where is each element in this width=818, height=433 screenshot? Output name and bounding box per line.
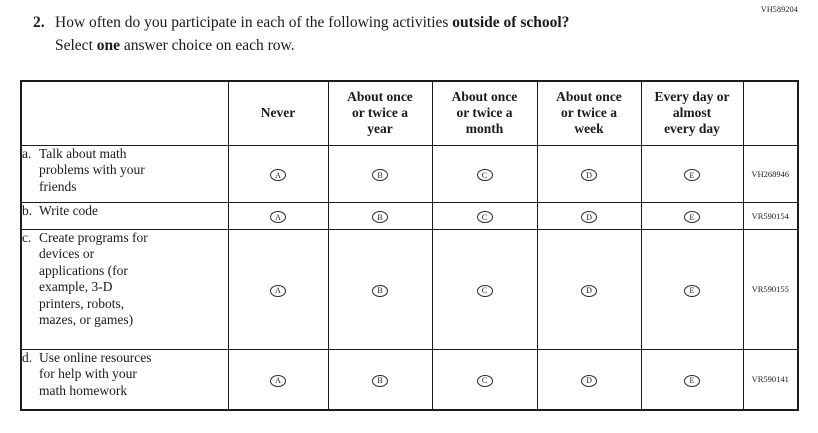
- row-code: VH268946: [742, 144, 799, 203]
- question-line-2: Select one answer choice on each row.: [55, 34, 753, 57]
- row-label-text: Create programs for devices or applicati…: [39, 229, 148, 328]
- option-bubble-b[interactable]: B: [372, 284, 388, 297]
- answer-cell: A: [227, 228, 329, 350]
- option-bubble-b[interactable]: B: [372, 374, 388, 387]
- option-bubble-d[interactable]: D: [581, 374, 597, 387]
- header-row: Never About once or twice a year About o…: [20, 80, 799, 146]
- table-row-a: a. Talk about math problems with your fr…: [20, 144, 799, 203]
- row-label-text: Talk about math problems with your frien…: [39, 145, 145, 194]
- row-code: VR590154: [742, 201, 799, 230]
- question-line2-bold: one: [96, 37, 120, 54]
- row-label-d: d. Use online resources for help with yo…: [20, 348, 229, 411]
- row-code: VR590155: [742, 228, 799, 350]
- answer-cell: A: [227, 144, 329, 203]
- option-bubble-a[interactable]: A: [270, 211, 286, 223]
- row-label-c: c. Create programs for devices or applic…: [20, 228, 229, 350]
- answer-cell: B: [327, 144, 433, 203]
- row-label-text: Use online resources for help with your …: [39, 349, 152, 398]
- header-code-cell: [742, 80, 799, 146]
- question-line1-bold: outside of school?: [452, 14, 570, 31]
- table-row-d: d. Use online resources for help with yo…: [20, 348, 799, 411]
- option-bubble-c[interactable]: C: [476, 169, 493, 181]
- option-bubble-a[interactable]: A: [270, 374, 286, 387]
- answer-grid: Never About once or twice a year About o…: [20, 80, 799, 411]
- answer-cell: D: [536, 348, 642, 411]
- row-marker: c.: [22, 229, 32, 245]
- answer-cell: D: [536, 144, 642, 203]
- option-bubble-e[interactable]: E: [684, 169, 700, 181]
- row-marker: b.: [22, 202, 33, 218]
- page-code: VH589204: [760, 5, 798, 14]
- question-number: 2.: [33, 14, 45, 31]
- row-label-b: b. Write code: [20, 201, 229, 230]
- answer-cell: A: [227, 201, 329, 230]
- question-text: How often do you participate in each of …: [55, 11, 753, 57]
- question-line2-pre: Select: [55, 37, 97, 54]
- answer-cell: A: [227, 348, 329, 411]
- row-code: VR590141: [742, 348, 799, 411]
- question-block: 2. How often do you participate in each …: [33, 11, 753, 57]
- answer-cell: B: [327, 228, 433, 350]
- row-label-a: a. Talk about math problems with your fr…: [20, 144, 229, 203]
- answer-cell: B: [327, 201, 433, 230]
- answer-cell: C: [431, 228, 538, 350]
- option-bubble-e[interactable]: E: [684, 374, 700, 387]
- row-label-text: Write code: [39, 202, 99, 218]
- answer-cell: B: [327, 348, 433, 411]
- option-bubble-d[interactable]: D: [581, 169, 597, 181]
- option-bubble-b[interactable]: B: [372, 169, 388, 181]
- option-bubble-e[interactable]: E: [684, 284, 700, 297]
- option-bubble-c[interactable]: C: [476, 284, 493, 297]
- answer-cell: E: [640, 348, 744, 411]
- option-bubble-d[interactable]: D: [581, 284, 597, 297]
- column-header-never: Never: [227, 80, 329, 146]
- column-header-everyday: Every day or almost every day: [640, 80, 744, 146]
- answer-cell: C: [431, 348, 538, 411]
- option-bubble-a[interactable]: A: [270, 284, 286, 297]
- answer-cell: E: [640, 228, 744, 350]
- question-line-1: How often do you participate in each of …: [55, 11, 753, 34]
- answer-cell: E: [640, 144, 744, 203]
- option-bubble-e[interactable]: E: [684, 211, 700, 223]
- column-header-year: About once or twice a year: [327, 80, 433, 146]
- answer-cell: C: [431, 201, 538, 230]
- answer-cell: E: [640, 201, 744, 230]
- question-line1-pre: How often do you participate in each of …: [55, 14, 453, 31]
- table-row-c: c. Create programs for devices or applic…: [20, 228, 799, 350]
- row-marker: d.: [22, 349, 33, 365]
- option-bubble-c[interactable]: C: [476, 211, 493, 223]
- option-bubble-d[interactable]: D: [581, 211, 597, 223]
- column-header-month: About once or twice a month: [431, 80, 538, 146]
- option-bubble-a[interactable]: A: [270, 169, 286, 181]
- option-bubble-b[interactable]: B: [372, 211, 388, 223]
- row-marker: a.: [22, 145, 32, 161]
- table-row-b: b. Write code A B C D E VR590154: [20, 201, 799, 230]
- answer-cell: C: [431, 144, 538, 203]
- column-header-week: About once or twice a week: [536, 80, 642, 146]
- header-corner-cell: [20, 80, 229, 146]
- question-line2-post: answer choice on each row.: [120, 37, 295, 54]
- answer-cell: D: [536, 228, 642, 350]
- answer-cell: D: [536, 201, 642, 230]
- option-bubble-c[interactable]: C: [476, 374, 493, 387]
